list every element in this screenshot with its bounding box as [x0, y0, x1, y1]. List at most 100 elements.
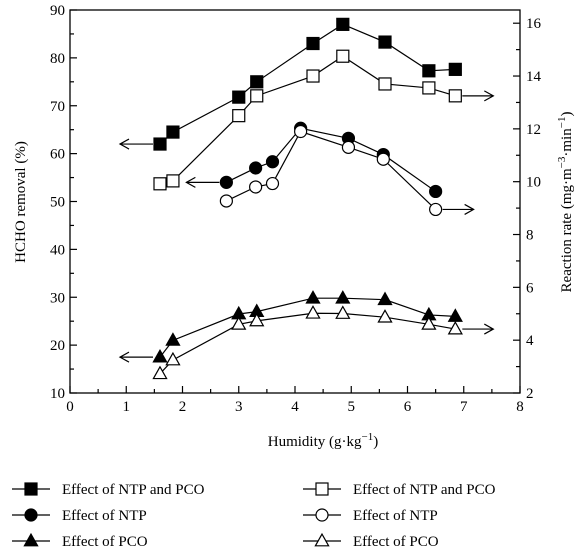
data-point — [165, 351, 181, 366]
series-triangle-filled-left — [152, 290, 463, 363]
x-tick-label: 0 — [66, 399, 74, 415]
data-point — [152, 365, 168, 380]
y2-tick-label: 14 — [526, 69, 542, 85]
x-tick-label: 4 — [291, 399, 299, 415]
data-point — [336, 17, 350, 31]
legend-marker — [24, 482, 38, 496]
y2-tick-label: 16 — [526, 16, 542, 32]
legend-marker — [23, 532, 39, 547]
y2-axis-title: Reaction rate (mg·m−3·min−1) — [556, 112, 575, 293]
arrow-to-right-axis — [462, 90, 495, 102]
series-square-open-right — [153, 49, 462, 191]
data-point — [376, 152, 390, 166]
legend-item: Effect of PCO — [303, 532, 439, 550]
y2-axis-title-mid: ·min — [559, 128, 575, 157]
y-tick-label: 30 — [50, 290, 65, 306]
data-point — [378, 35, 392, 49]
data-point — [231, 316, 247, 330]
data-point — [448, 89, 462, 103]
y2-tick-label: 4 — [526, 333, 534, 349]
arrow-to-left-axis — [185, 176, 220, 188]
data-point — [447, 308, 463, 322]
data-point — [447, 320, 463, 335]
y-axis-ticks: 10 20 30 40 50 60 70 80 90 — [50, 3, 77, 402]
data-point — [265, 176, 280, 191]
data-point — [249, 312, 265, 327]
x-tick-label: 8 — [516, 399, 524, 415]
x-tick-label: 7 — [460, 399, 468, 415]
series-triangle-open-right — [152, 305, 463, 380]
data-point — [421, 316, 437, 330]
legend: Effect of NTP and PCO Effect of NTP and P… — [12, 482, 496, 550]
legend-label: Effect of NTP — [353, 508, 438, 524]
data-point — [377, 309, 393, 323]
legend-marker — [315, 482, 329, 496]
data-point — [232, 109, 246, 123]
data-point — [249, 161, 263, 175]
legend-item: Effect of NTP and PCO — [12, 482, 205, 498]
y2-axis-title-end: ) — [559, 112, 575, 117]
data-point — [378, 77, 392, 91]
data-point — [153, 137, 167, 151]
y2-tick-label: 12 — [526, 122, 541, 138]
y2-tick-label: 8 — [526, 228, 534, 244]
data-point — [429, 184, 443, 199]
data-point — [306, 69, 320, 83]
x-tick-label: 2 — [179, 399, 187, 415]
y2-tick-label: 6 — [526, 280, 534, 296]
y-axis-title: HCHO removal (%) — [13, 141, 29, 263]
data-point — [250, 75, 264, 89]
y-tick-label: 60 — [50, 147, 65, 163]
data-point — [335, 305, 351, 319]
data-point — [341, 140, 356, 154]
series-line — [159, 297, 456, 358]
data-point — [377, 291, 393, 306]
data-point — [336, 49, 350, 63]
data-point — [153, 177, 167, 191]
legend-item: Effect of NTP and PCO — [303, 482, 496, 498]
series-circle-open-right — [219, 124, 443, 217]
data-point — [335, 290, 351, 304]
legend-marker — [315, 508, 329, 522]
arrow-to-right-axis — [442, 203, 475, 215]
data-point — [265, 155, 280, 169]
x-axis-title-end: ) — [373, 434, 378, 450]
data-point — [305, 305, 321, 319]
data-point — [250, 89, 264, 103]
y-tick-label: 50 — [50, 195, 65, 211]
legend-label: Effect of NTP and PCO — [62, 482, 205, 498]
data-point — [448, 62, 462, 76]
data-point — [306, 36, 320, 51]
x-tick-label: 6 — [404, 399, 412, 415]
arrow-layer — [118, 90, 495, 363]
series-square-filled-left — [153, 17, 462, 151]
series-line — [159, 312, 456, 375]
legend-marker — [24, 508, 38, 522]
y-tick-label: 90 — [50, 3, 65, 19]
data-point — [422, 81, 436, 95]
x-axis-ticks: 0 1 2 3 4 5 6 7 8 — [66, 386, 524, 415]
legend-item: Effect of PCO — [12, 532, 148, 550]
x-axis-title-sup: −1 — [362, 431, 374, 443]
legend-marker — [314, 532, 330, 547]
arrow-to-left-axis — [118, 138, 153, 150]
data-point — [165, 332, 181, 346]
data-point — [232, 90, 246, 104]
x-tick-label: 1 — [123, 399, 131, 415]
x-axis-title: Humidity (g·kg−1) — [268, 431, 378, 450]
data-point — [166, 174, 180, 188]
data-point — [294, 124, 308, 139]
data-point — [249, 180, 263, 194]
data-point — [152, 348, 168, 363]
data-point — [429, 202, 443, 217]
y2-axis-title-sup1: −3 — [556, 156, 568, 168]
legend-item: Effect of NTP — [12, 508, 147, 524]
y-tick-label: 20 — [50, 338, 65, 354]
data-point — [305, 290, 321, 304]
data-point — [219, 175, 233, 189]
arrow-to-left-axis — [118, 351, 153, 363]
y-tick-label: 70 — [50, 99, 65, 115]
y-tick-label: 80 — [50, 51, 65, 67]
legend-item: Effect of NTP — [303, 508, 438, 524]
